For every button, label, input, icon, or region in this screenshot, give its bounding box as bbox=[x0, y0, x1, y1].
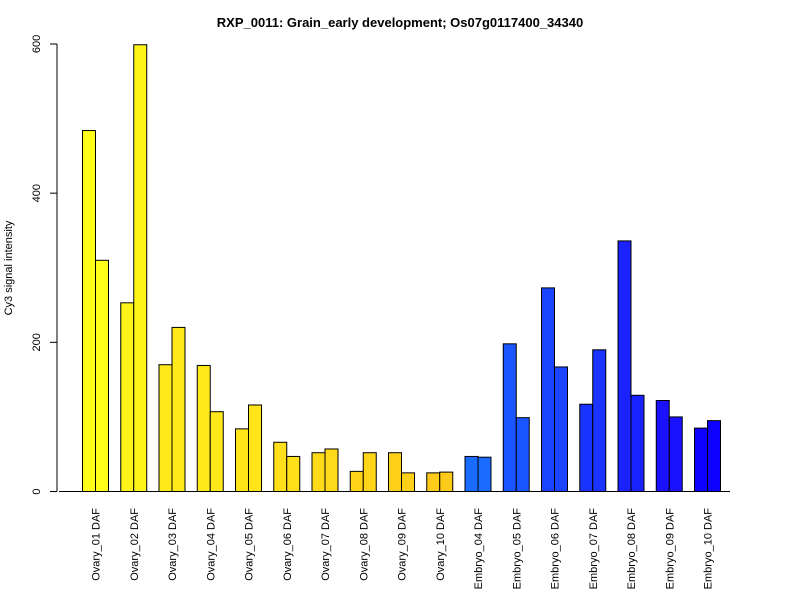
x-tick-label: Ovary_04 DAF bbox=[205, 508, 217, 581]
bar bbox=[464, 455, 479, 492]
x-tick-label: Ovary_08 DAF bbox=[358, 508, 370, 581]
x-tick-label: Ovary_03 DAF bbox=[167, 508, 179, 581]
x-tick-label: Ovary_02 DAF bbox=[129, 508, 141, 581]
bar bbox=[171, 326, 186, 492]
y-tick-label: 400 bbox=[31, 184, 43, 202]
bar bbox=[401, 472, 415, 492]
bar bbox=[362, 452, 377, 493]
bar bbox=[655, 400, 670, 492]
bar bbox=[273, 441, 288, 492]
bar bbox=[694, 427, 708, 492]
bar bbox=[158, 364, 173, 493]
x-tick-label: Ovary_06 DAF bbox=[282, 508, 294, 581]
bar bbox=[541, 287, 555, 493]
bar bbox=[235, 428, 249, 493]
bar bbox=[133, 44, 148, 493]
x-tick-label: Ovary_09 DAF bbox=[397, 508, 409, 581]
y-tick-label: 600 bbox=[31, 35, 43, 53]
bar bbox=[349, 470, 364, 492]
bar bbox=[592, 349, 607, 492]
bar bbox=[668, 416, 683, 492]
x-tick-label: Ovary_07 DAF bbox=[320, 508, 332, 581]
y-axis-label: Cy3 signal intensity bbox=[3, 220, 15, 315]
x-tick-label: Embryo_10 DAF bbox=[703, 508, 715, 590]
x-tick-label: Ovary_10 DAF bbox=[435, 508, 447, 581]
x-tick-label: Ovary_01 DAF bbox=[91, 508, 103, 581]
y-tick-label: 0 bbox=[31, 488, 43, 494]
bar bbox=[579, 403, 594, 492]
bar bbox=[324, 448, 339, 492]
bar bbox=[502, 343, 517, 493]
y-tick-label: 200 bbox=[31, 333, 43, 351]
bar bbox=[388, 452, 402, 493]
bar bbox=[209, 411, 224, 492]
bar bbox=[707, 420, 721, 493]
bar bbox=[196, 364, 211, 492]
x-tick-label: Embryo_09 DAF bbox=[664, 508, 676, 590]
bar bbox=[477, 456, 492, 493]
bar bbox=[120, 302, 135, 492]
x-tick-label: Embryo_08 DAF bbox=[626, 508, 638, 590]
bars-group bbox=[82, 44, 721, 493]
bar bbox=[515, 417, 530, 493]
x-tick-label: Embryo_05 DAF bbox=[511, 508, 523, 590]
bar bbox=[82, 130, 96, 492]
bar bbox=[311, 452, 326, 493]
bar bbox=[248, 404, 262, 493]
chart-title: RXP_0011: Grain_early development; Os07g… bbox=[217, 15, 583, 30]
y-axis: 0 200 400 600 bbox=[31, 35, 58, 495]
x-tick-label: Embryo_07 DAF bbox=[588, 508, 600, 590]
bar bbox=[286, 455, 301, 492]
bar bbox=[630, 394, 645, 493]
x-tick-label: Embryo_06 DAF bbox=[550, 508, 562, 590]
bar bbox=[554, 366, 568, 492]
x-tick-label: Ovary_05 DAF bbox=[244, 508, 256, 581]
bar bbox=[439, 471, 454, 493]
bar bbox=[426, 472, 441, 492]
bar bbox=[95, 259, 109, 492]
x-tick-label: Embryo_04 DAF bbox=[473, 508, 485, 590]
bar bbox=[617, 240, 632, 492]
category-labels: Ovary_01 DAF Ovary_02 DAF Ovary_03 DAF Ovar… bbox=[91, 508, 715, 590]
